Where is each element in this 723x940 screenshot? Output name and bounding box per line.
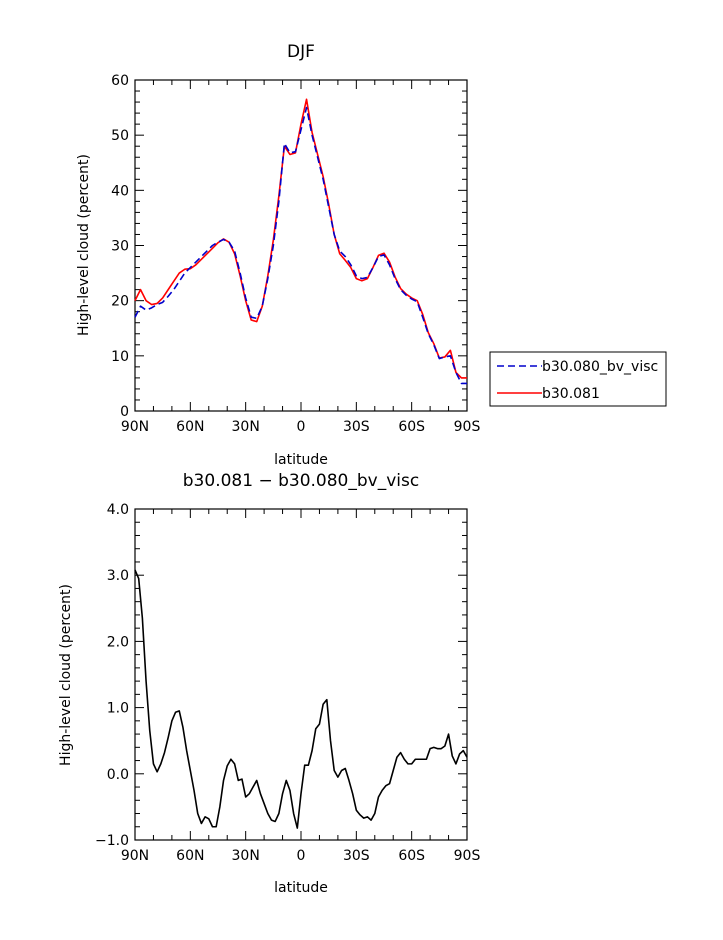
x-tick-label: 30S bbox=[343, 419, 370, 435]
y-tick-label: 0 bbox=[120, 404, 129, 420]
y-tick-label: 60 bbox=[111, 73, 129, 89]
x-tick-label: 30N bbox=[232, 419, 260, 435]
top-series-line-b30-080-bv-visc bbox=[134, 106, 467, 385]
top-x-axis-label: latitude bbox=[274, 452, 328, 468]
x-tick-label: 90S bbox=[454, 419, 481, 435]
bottom-chart-title: b30.081 − b30.080_bv_visc bbox=[183, 471, 419, 491]
bottom-series-line-difference bbox=[134, 569, 468, 829]
x-tick-label: 60S bbox=[398, 848, 425, 864]
y-tick-label: 4.0 bbox=[107, 502, 129, 518]
y-tick-label: 20 bbox=[111, 294, 129, 310]
top-y-tick-labels: 0 10 20 30 40 50 60 bbox=[111, 73, 129, 420]
legend-box bbox=[489, 351, 667, 407]
top-chart-title: DJF bbox=[287, 42, 315, 62]
y-tick-label: 3.0 bbox=[107, 568, 129, 584]
top-y-axis-label: High-level cloud (percent) bbox=[76, 154, 92, 336]
bottom-panel: b30.081 − b30.080_bv_visc 90N 60N 30N 0 30S 6… bbox=[58, 471, 480, 896]
y-tick-label: 10 bbox=[111, 349, 129, 365]
top-series-line-b30-081 bbox=[134, 98, 467, 379]
x-tick-label: 60S bbox=[398, 419, 425, 435]
top-x-tick-labels: 90N 60N 30N 0 30S 60S 90S bbox=[121, 419, 481, 435]
x-tick-label: 0 bbox=[297, 419, 306, 435]
y-tick-label: 1.0 bbox=[107, 701, 129, 717]
top-axis-ticks bbox=[134, 79, 468, 412]
x-tick-label: 60N bbox=[176, 848, 204, 864]
y-tick-label: −1.0 bbox=[95, 833, 129, 849]
legend: b30.080_bv_visc b30.081 bbox=[489, 351, 667, 407]
legend-label-b30-080: b30.080_bv_visc bbox=[542, 359, 658, 375]
x-tick-label: 30S bbox=[343, 848, 370, 864]
x-tick-label: 90N bbox=[121, 848, 149, 864]
bottom-x-tick-labels: 90N 60N 30N 0 30S 60S 90S bbox=[121, 848, 481, 864]
x-tick-label: 90N bbox=[121, 419, 149, 435]
x-tick-label: 30N bbox=[232, 848, 260, 864]
bottom-series-lines bbox=[134, 569, 468, 829]
bottom-y-axis-label: High-level cloud (percent) bbox=[58, 584, 74, 766]
x-tick-label: 60N bbox=[176, 419, 204, 435]
x-tick-label: 0 bbox=[297, 848, 306, 864]
bottom-axis-ticks bbox=[134, 508, 468, 841]
y-tick-label: 40 bbox=[111, 183, 129, 199]
y-tick-label: 2.0 bbox=[107, 634, 129, 650]
bottom-y-tick-labels: −1.0 0.0 1.0 2.0 3.0 4.0 bbox=[95, 502, 129, 849]
top-series-lines bbox=[134, 98, 467, 385]
legend-label-b30-081: b30.081 bbox=[542, 386, 600, 402]
y-tick-label: 30 bbox=[111, 239, 129, 255]
x-tick-label: 90S bbox=[454, 848, 481, 864]
bottom-x-axis-label: latitude bbox=[274, 880, 328, 896]
top-panel: DJF 90N 60N 30N 0 30S 60S 90S 0 10 20 30 40 50 60 la… bbox=[76, 42, 480, 468]
y-tick-label: 0.0 bbox=[107, 767, 129, 783]
y-tick-label: 50 bbox=[111, 128, 129, 144]
